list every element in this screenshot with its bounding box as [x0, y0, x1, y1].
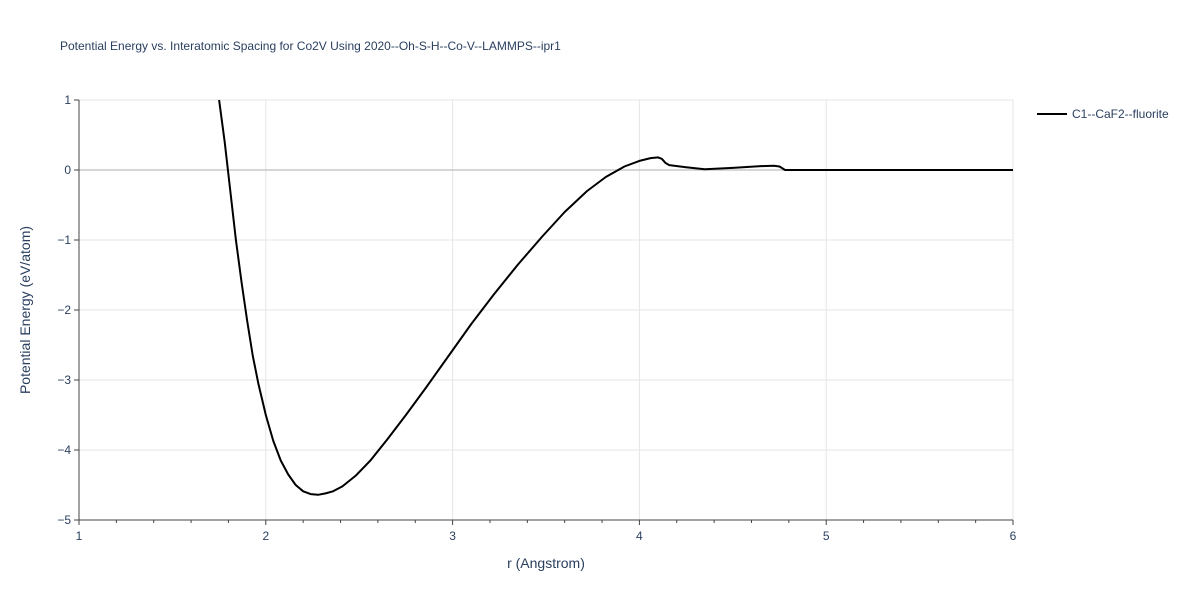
x-tick-label: 5 — [823, 529, 830, 543]
x-tick-label: 2 — [262, 529, 269, 543]
y-axis-ticks: 1 0 −1 −2 −3 −4 −5 — [57, 93, 79, 527]
x-axis-title: r (Angstrom) — [507, 555, 585, 571]
x-tick-label: 3 — [449, 529, 456, 543]
x-tick-label: 1 — [76, 529, 83, 543]
y-tick-label: −3 — [57, 373, 71, 387]
x-tick-label: 4 — [636, 529, 643, 543]
y-tick-label: −2 — [57, 303, 71, 317]
y-tick-label: −5 — [57, 513, 71, 527]
plot-area — [218, 100, 1013, 496]
series-layer — [218, 100, 1013, 496]
legend-label[interactable]: C1--CaF2--fluorite — [1072, 107, 1169, 121]
legend[interactable]: C1--CaF2--fluorite — [1037, 107, 1169, 121]
x-tick-label: 6 — [1010, 529, 1017, 543]
y-axis-title: Potential Energy (eV/atom) — [17, 226, 33, 394]
y-tick-label: −1 — [57, 233, 71, 247]
series-line-0 — [218, 100, 1013, 496]
x-axis-ticks: 1 2 3 4 5 6 — [76, 520, 1017, 543]
y-tick-label: −4 — [57, 443, 71, 457]
y-tick-label: 1 — [64, 93, 71, 107]
chart-title: Potential Energy vs. Interatomic Spacing… — [60, 39, 561, 53]
y-tick-label: 0 — [64, 163, 71, 177]
